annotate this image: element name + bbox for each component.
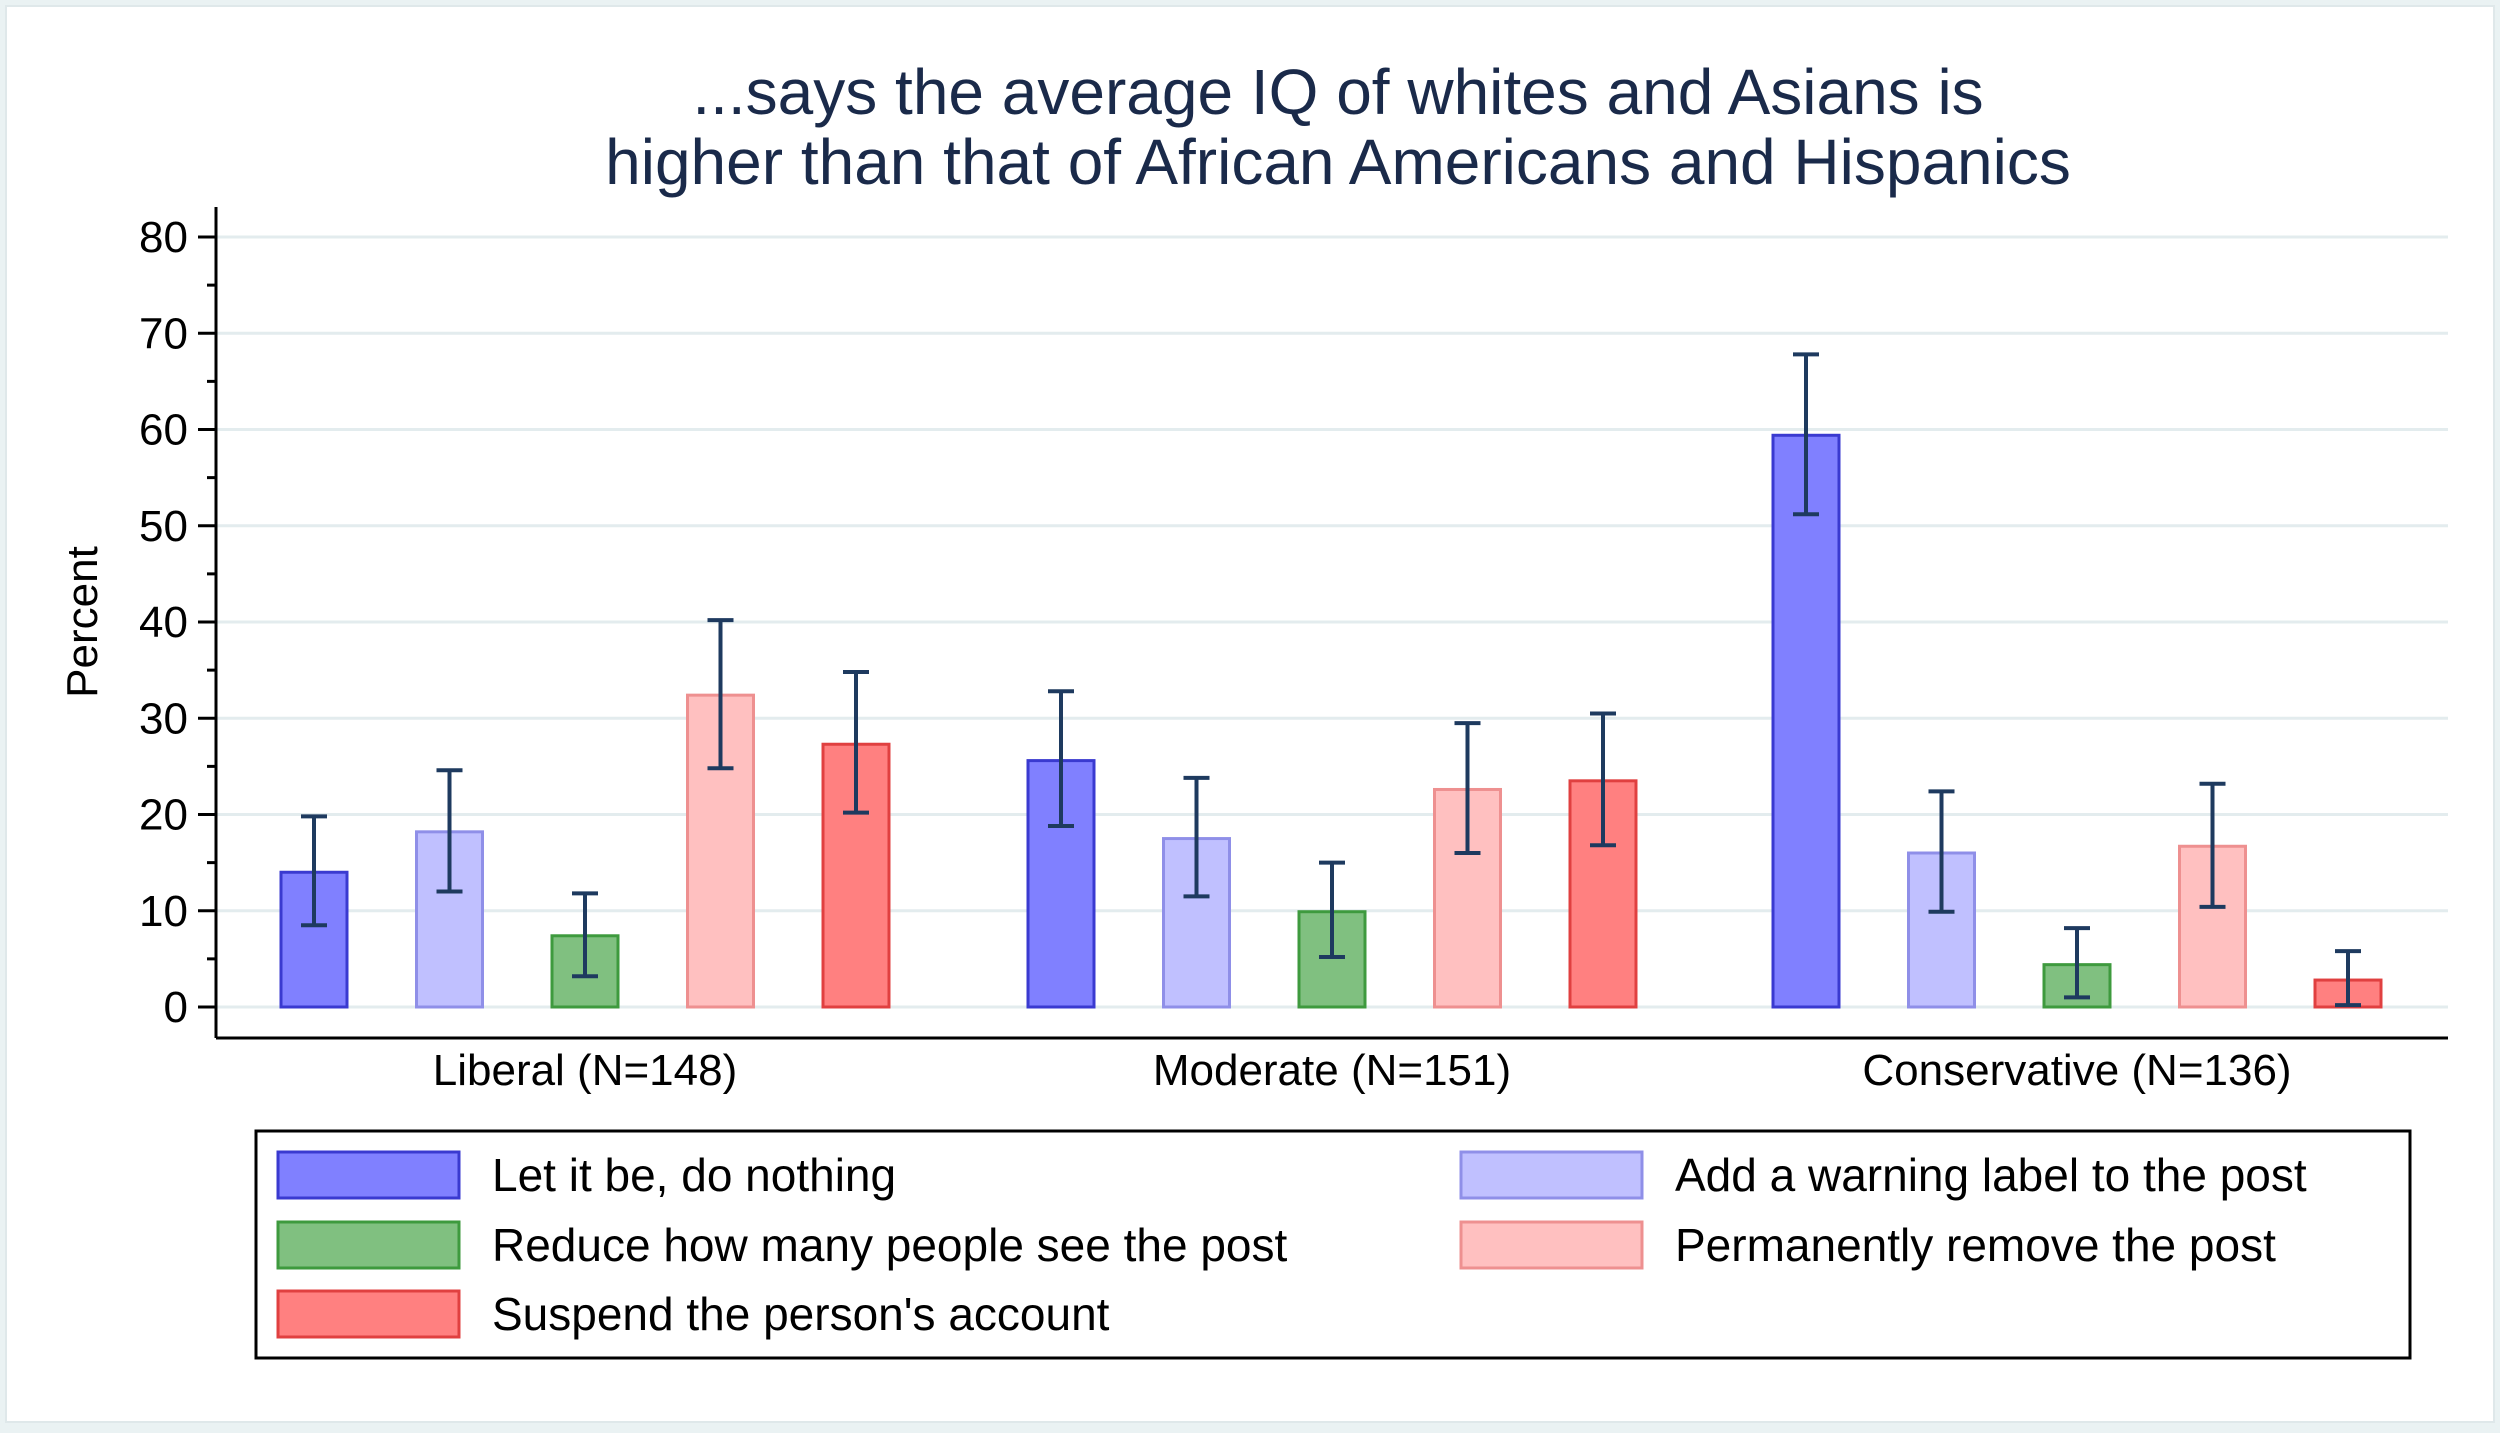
y-tick-label: 10	[139, 887, 188, 936]
legend-label: Suspend the person's account	[492, 1288, 1110, 1340]
bar-1-1	[1162, 837, 1231, 1009]
y-tick-label: 50	[139, 502, 188, 551]
legend-swatch	[1459, 1220, 1644, 1270]
legend-swatch	[276, 1150, 461, 1200]
y-tick-label: 30	[139, 694, 188, 743]
y-axis-label: Percent	[58, 546, 107, 698]
x-category-label: Conservative (N=136)	[1862, 1046, 2291, 1095]
x-category-label: Moderate (N=151)	[1153, 1046, 1511, 1095]
legend-swatch	[276, 1220, 461, 1270]
y-tick-label: 0	[164, 983, 188, 1032]
y-tick-label: 60	[139, 406, 188, 455]
legend-box	[254, 1129, 2412, 1360]
x-category-label: Liberal (N=148)	[433, 1046, 738, 1095]
legend: Let it be, do nothing Add a warning label…	[276, 1149, 2307, 1340]
y-tick-label: 40	[139, 598, 188, 647]
legend-label: Let it be, do nothing	[492, 1149, 896, 1201]
y-tick-label: 80	[139, 213, 188, 262]
legend-swatch	[276, 1289, 461, 1339]
bar-3-1	[1433, 787, 1502, 1009]
legend-label: Add a warning label to the post	[1675, 1149, 2307, 1201]
legend-label: Permanently remove the post	[1675, 1219, 2276, 1271]
bars	[279, 433, 2383, 1009]
error-bars	[301, 352, 2361, 1008]
chart-title-line-2: higher than that of African Americans an…	[605, 126, 2071, 198]
y-tick-label: 20	[139, 791, 188, 840]
x-category-labels: Liberal (N=148) Moderate (N=151) Conservat…	[433, 1046, 2292, 1095]
y-tick-label: 70	[139, 309, 188, 358]
y-ticks: 0 10 20 30 40 50 60 70 80	[139, 213, 216, 1032]
legend-swatch	[1459, 1150, 1644, 1200]
bar-0-2	[1771, 433, 1841, 1009]
legend-label: Reduce how many people see the post	[492, 1219, 1288, 1271]
chart-title-line-1: ...says the average IQ of whites and Asi…	[692, 56, 1983, 128]
